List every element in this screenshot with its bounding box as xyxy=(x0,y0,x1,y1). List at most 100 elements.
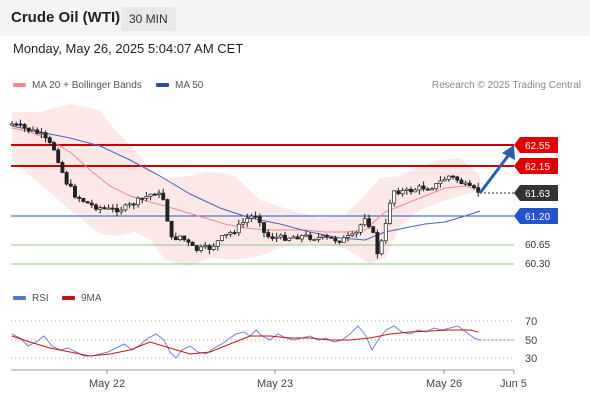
price-tag-62-55-text: 62.55 xyxy=(525,141,550,152)
candle-body xyxy=(161,192,166,200)
timeframe-badge[interactable]: 30 MIN xyxy=(121,7,176,31)
candle-body xyxy=(304,234,308,237)
candle-body xyxy=(438,180,443,184)
candle-body xyxy=(413,189,418,193)
candle-body xyxy=(446,175,451,180)
candle-body xyxy=(106,207,111,210)
price-tag-61-63: 61.63 xyxy=(514,185,558,201)
rsi-tick-30: 30 xyxy=(525,353,537,365)
candle-body xyxy=(203,245,208,248)
candle-body xyxy=(169,220,174,238)
candle-body xyxy=(43,132,48,139)
target-arrow-shaft xyxy=(478,155,510,194)
candle-body xyxy=(73,185,77,198)
candle-body xyxy=(388,202,392,224)
candle-body xyxy=(316,237,321,240)
candle-body xyxy=(60,162,65,173)
candle-body xyxy=(241,222,245,225)
candle-body xyxy=(341,236,346,243)
candle-body xyxy=(68,183,73,187)
candle-body xyxy=(375,232,380,255)
candle-body xyxy=(421,185,426,190)
candle-body xyxy=(253,215,258,218)
candle-body xyxy=(186,239,191,243)
candle-body xyxy=(140,197,145,200)
candle-body xyxy=(325,235,329,238)
candle-body xyxy=(148,193,153,197)
candle-body xyxy=(383,223,388,242)
candle-body xyxy=(312,239,317,241)
legend-ma20: MA 20 + Bollinger Bands xyxy=(13,80,142,91)
candle-body xyxy=(287,237,292,241)
rsi-9ma-line xyxy=(11,329,479,357)
candle-body xyxy=(362,218,367,226)
candle-body xyxy=(22,124,27,129)
candle-body xyxy=(308,234,313,240)
candle-body xyxy=(228,232,233,235)
candle-body xyxy=(320,235,325,238)
candle-body xyxy=(434,183,439,190)
x-label-may23: May 23 xyxy=(257,378,293,390)
candle-body xyxy=(182,235,187,241)
price-tag-62-15: 62.15 xyxy=(514,158,558,174)
rsi-tick-70: 70 xyxy=(525,316,537,328)
candle-body xyxy=(299,235,304,240)
candle-body xyxy=(371,226,376,233)
candle-body xyxy=(102,207,107,210)
candle-body xyxy=(194,245,199,251)
candle-body xyxy=(18,123,23,126)
candle-body xyxy=(224,233,229,236)
candle-body xyxy=(10,123,14,126)
candle-body xyxy=(245,218,250,223)
candle-body xyxy=(430,188,434,191)
candle-body xyxy=(152,193,157,196)
candle-body xyxy=(123,204,128,211)
candle-body xyxy=(417,185,422,191)
candle-body xyxy=(425,188,430,191)
candle-body xyxy=(157,192,161,195)
candle-body xyxy=(14,123,19,126)
candle-body xyxy=(232,232,237,235)
candle-body xyxy=(337,240,342,243)
candle-body xyxy=(262,222,266,233)
ma50-line xyxy=(11,125,481,241)
candle-body xyxy=(467,182,472,186)
legend-ma50: MA 50 xyxy=(156,80,203,91)
rsi-line xyxy=(11,325,481,359)
candle-body xyxy=(249,215,254,219)
instrument-title: Crude Oil (WTI) xyxy=(11,9,121,26)
candle-body xyxy=(257,216,262,223)
candle-body xyxy=(190,241,195,246)
candle-body xyxy=(199,246,203,251)
legend-rsi-label: RSI xyxy=(32,293,49,304)
candle-body xyxy=(329,236,334,239)
candle-body xyxy=(26,127,31,132)
candle-body xyxy=(119,209,124,213)
legend-ma20-label: MA 20 + Bollinger Bands xyxy=(32,80,142,91)
candle-body xyxy=(85,201,90,204)
candle-body xyxy=(115,207,119,213)
candle-body xyxy=(400,190,405,195)
price-label-60-65: 60.65 xyxy=(525,240,550,251)
candle-body xyxy=(472,185,476,188)
candlestick-series xyxy=(10,119,481,259)
rsi-tick-50: 50 xyxy=(525,335,537,347)
x-label-may22: May 22 xyxy=(89,378,125,390)
candle-body xyxy=(442,178,447,182)
legend-9ma: 9MA xyxy=(62,293,102,304)
bollinger-band xyxy=(12,104,480,266)
candle-body xyxy=(274,236,279,239)
x-label-jun5: Jun 5 xyxy=(500,378,527,390)
chart-header xyxy=(0,0,590,36)
candle-body xyxy=(236,223,241,234)
candle-body xyxy=(350,233,355,236)
price-tag-62-15-text: 62.15 xyxy=(525,162,550,173)
candle-body xyxy=(278,234,283,238)
candle-body xyxy=(211,245,216,250)
ma9-swatch xyxy=(62,296,75,301)
price-tag-61-20-text: 61.20 xyxy=(525,212,550,223)
legend-rsi: RSI xyxy=(13,293,49,304)
target-arrow-head xyxy=(502,145,515,160)
candle-body xyxy=(409,188,413,193)
